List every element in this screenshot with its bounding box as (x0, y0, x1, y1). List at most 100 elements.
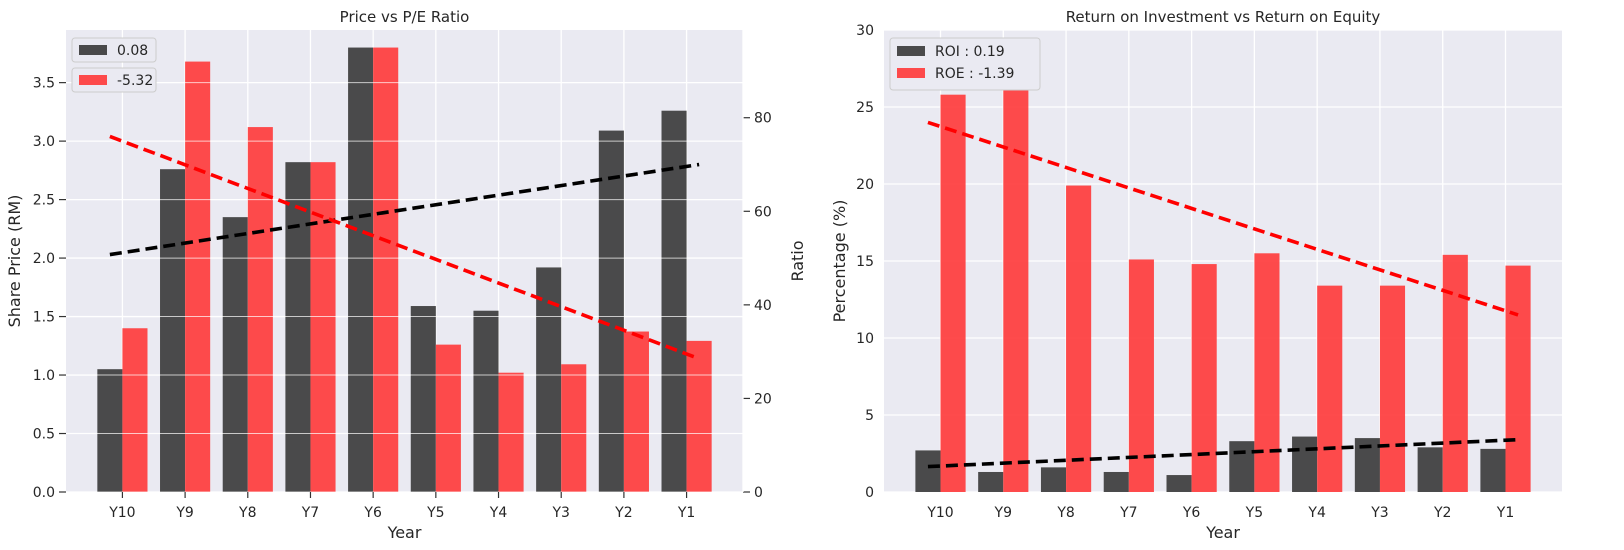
trendlines (927, 120, 1519, 469)
x-tick-label: Y2 (1433, 505, 1451, 521)
x-tick-label: Y6 (363, 505, 382, 521)
bar-series1 (1229, 441, 1255, 492)
x-axis: Y10 Y9 Y8 Y7 Y6 Y5 Y4 Y3 Y2 Y1 (926, 505, 1514, 521)
bar-series2 (373, 47, 399, 492)
legend-label: -5.32 (117, 73, 153, 89)
y-tick-label: 0.0 (33, 485, 55, 501)
y2-axis: 0 20 40 60 80 (742, 30, 772, 501)
bar-series1 (915, 450, 941, 492)
y2-axis-label: Ratio (788, 240, 807, 281)
bar-series1 (1417, 447, 1443, 492)
bar-series2 (686, 340, 712, 492)
x-axis-label: Year (387, 523, 422, 542)
x-tick-label: Y8 (238, 505, 256, 521)
bar-series1 (222, 217, 248, 493)
x-tick-label: Y8 (1056, 505, 1074, 521)
bar-series2 (1379, 285, 1406, 492)
chart-1: 0.0 0.5 1.0 1.5 2.0 2.5 3.0 3.5 0 20 40 60 80 Y10 Y9 Y8… (5, 8, 807, 542)
y2-tick-label: 20 (754, 391, 772, 407)
bar-series2 (1066, 185, 1092, 493)
x-tick-label: Y6 (1182, 505, 1201, 521)
bar-series2 (1003, 50, 1029, 493)
bar-series2 (561, 364, 587, 492)
y-tick-label: 2.0 (33, 251, 55, 267)
bar-series1 (348, 47, 374, 492)
y-tick-label: 1.5 (33, 310, 55, 326)
legend-swatch (79, 45, 107, 55)
y-axis-label: Share Price (RM) (5, 195, 24, 328)
x-tick-label: Y9 (175, 505, 193, 521)
bar-series2 (623, 331, 649, 492)
x-axis: Y10 Y9 Y8 Y7 Y6 Y5 Y4 Y3 Y2 Y1 (108, 492, 695, 521)
x-tick-label: Y1 (677, 505, 695, 521)
y2-tick-label: 0 (754, 485, 763, 501)
bar-series1 (473, 310, 499, 492)
bar-series2 (247, 127, 273, 492)
bars (97, 47, 712, 493)
x-tick-label: Y7 (1119, 505, 1137, 521)
bar-series2 (1317, 285, 1343, 492)
bar-series1 (661, 110, 687, 492)
x-tick-label: Y10 (926, 505, 953, 521)
y-tick-label: 0.5 (33, 427, 55, 443)
y-axis-label: Percentage (%) (830, 200, 849, 323)
x-axis-label: Year (1205, 523, 1240, 542)
legend: ROI : 0.19 ROE : -1.39 (889, 37, 1041, 91)
legend-swatch (79, 75, 107, 85)
legend-swatch (897, 46, 925, 56)
y-tick-label: 10 (856, 331, 874, 347)
legend-label: ROI : 0.19 (935, 44, 1005, 60)
x-tick-label: Y5 (1245, 505, 1263, 521)
trendline-1 (927, 437, 1519, 469)
chart-title: Return on Investment vs Return on Equity (1066, 8, 1381, 26)
y-axis: 0.0 0.5 1.0 1.5 2.0 2.5 3.0 3.5 (33, 76, 66, 501)
x-tick-label: Y1 (1496, 505, 1514, 521)
trendline-2 (109, 134, 700, 361)
bar-series1 (1040, 467, 1067, 492)
x-tick-label: Y9 (994, 505, 1012, 521)
y-axis: 0 5 10 15 20 25 30 (856, 23, 874, 501)
trendline-2 (927, 120, 1519, 317)
bar-series2 (940, 94, 966, 493)
bar-series2 (435, 344, 461, 492)
legend-label: 0.08 (117, 43, 148, 59)
bar-series1 (598, 130, 624, 492)
chart-title: Price vs P/E Ratio (340, 8, 470, 26)
bar-series2 (1191, 264, 1217, 492)
bar-series1 (285, 162, 311, 492)
y-tick-label: 20 (856, 177, 874, 193)
legend-swatch (897, 68, 925, 78)
grid-overlay (66, 82, 743, 493)
bar-series2 (1442, 254, 1468, 492)
bar-series2 (1128, 259, 1154, 492)
y-tick-label: 0 (865, 485, 874, 501)
x-tick-label: Y5 (426, 505, 444, 521)
x-tick-label: Y4 (489, 505, 508, 521)
x-tick-label: Y4 (1307, 505, 1326, 521)
y-tick-label: 1.0 (33, 368, 55, 384)
bar-series2 (498, 372, 524, 492)
y-tick-label: 30 (856, 23, 874, 39)
y2-tick-label: 40 (754, 298, 772, 314)
y-tick-label: 5 (865, 408, 874, 424)
bar-series1 (1292, 436, 1318, 492)
x-tick-label: Y3 (551, 505, 569, 521)
x-tick-label: Y3 (1370, 505, 1388, 521)
y-tick-label: 25 (856, 100, 874, 116)
bar-series2 (185, 61, 211, 493)
bar-series2 (1505, 265, 1531, 492)
x-tick-label: Y10 (108, 505, 135, 521)
bar-series1 (978, 471, 1004, 492)
bar-series1 (410, 306, 436, 492)
legend-box (889, 37, 1041, 91)
bar-series1 (1480, 448, 1506, 492)
y-tick-label: 15 (856, 254, 874, 270)
legend-box (71, 67, 157, 93)
x-tick-label: Y7 (301, 505, 319, 521)
trendlines (109, 134, 700, 361)
y-tick-label: 2.5 (33, 193, 55, 209)
trendline-1 (109, 162, 700, 257)
bar-series1 (97, 369, 123, 492)
y-tick-label: 3.0 (33, 134, 55, 150)
